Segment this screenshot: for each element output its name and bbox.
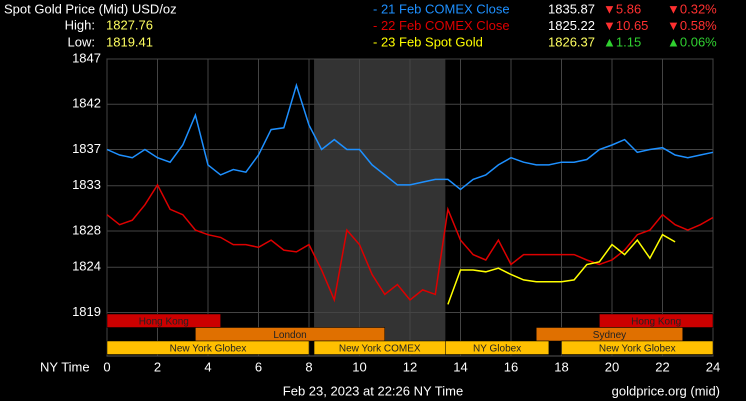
session-bar (106, 313, 221, 328)
high-value: 1827.76 (106, 17, 153, 32)
session-label: Sydney (593, 330, 626, 341)
y-tick-label: 1837 (72, 141, 101, 156)
session-bar (445, 340, 550, 355)
y-tick-label: 1842 (72, 96, 101, 111)
price-line (106, 82, 714, 191)
y-tick-label: 1833 (72, 177, 101, 192)
low-label: Low: (68, 34, 95, 49)
y-tick-label: 1847 (72, 50, 101, 65)
legend-name: - 22 Feb COMEX Close (373, 18, 510, 33)
legend-name: - 23 Feb Spot Gold (373, 34, 483, 49)
legend-change-pct: ▲0.06% (667, 34, 717, 49)
session-bar (561, 340, 714, 355)
legend-change: ▼10.65 (603, 18, 648, 33)
x-tick-label: 14 (453, 359, 467, 374)
x-tick-label: 8 (305, 359, 312, 374)
session-shade (314, 59, 446, 356)
y-tick-label: 1828 (72, 222, 101, 237)
price-line (106, 183, 714, 303)
x-tick-label: 12 (403, 359, 417, 374)
legend-change: ▲1.15 (603, 34, 641, 49)
session-label: New York Globex (599, 343, 676, 354)
x-tick-label: 6 (255, 359, 262, 374)
session-label: New York COMEX (339, 343, 421, 354)
x-axis-label: NY Time (40, 359, 90, 374)
footer: Feb 23, 2023 at 22:26 NY Time (283, 383, 463, 398)
x-tick-label: 22 (655, 359, 669, 374)
y-tick-label: 1819 (72, 304, 101, 319)
high-label: High: (65, 17, 95, 32)
x-tick-label: 0 (103, 359, 110, 374)
x-tick-label: 24 (706, 359, 720, 374)
low-value: 1819.41 (106, 34, 153, 49)
x-tick-label: 2 (154, 359, 161, 374)
chart-title: Spot Gold Price (Mid) USD/oz (4, 1, 177, 16)
session-label: Hong Kong (631, 316, 681, 327)
x-tick-label: 16 (504, 359, 518, 374)
legend-change-pct: ▼0.58% (667, 18, 717, 33)
legend-change-pct: ▼0.32% (667, 1, 717, 16)
legend-close: 1825.22 (548, 18, 595, 33)
session-label: London (273, 330, 306, 341)
session-label: New York Globex (170, 343, 247, 354)
x-tick-label: 20 (605, 359, 619, 374)
session-label: NY Globex (473, 343, 521, 354)
session-bar (106, 340, 310, 355)
x-tick-label: 4 (204, 359, 211, 374)
price-line (447, 233, 676, 305)
session-label: Hong Kong (139, 316, 189, 327)
x-tick-label: 10 (352, 359, 366, 374)
legend-name: - 21 Feb COMEX Close (373, 1, 510, 16)
legend-close: 1826.37 (548, 34, 595, 49)
source: goldprice.org (mid) (612, 383, 720, 398)
y-tick-label: 1824 (72, 259, 101, 274)
x-tick-label: 18 (554, 359, 568, 374)
legend-change: ▼5.86 (603, 1, 641, 16)
legend-close: 1835.87 (548, 1, 595, 16)
